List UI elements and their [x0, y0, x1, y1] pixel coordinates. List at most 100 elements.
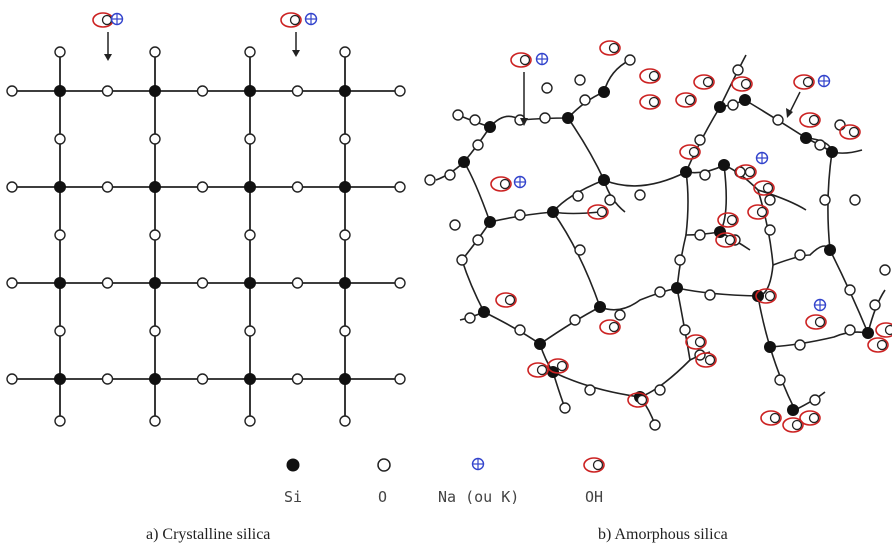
oxygen-atom	[624, 54, 636, 66]
oxygen-atom	[649, 419, 661, 431]
oxygen-atom	[54, 325, 66, 337]
oxygen-atom	[54, 46, 66, 58]
oxygen-atom	[244, 325, 256, 337]
hydroxyl-group	[867, 337, 889, 353]
silicon-atom	[54, 373, 66, 385]
oxygen-atom	[394, 85, 406, 97]
oxygen-atom	[291, 277, 304, 289]
oxygen-atom	[149, 415, 161, 427]
caption-amorphous-silica: b) Amorphous silica	[598, 526, 728, 543]
silicon-atom	[718, 159, 730, 171]
legend-na-label: Na (ou K)	[438, 488, 519, 506]
hydroxyl-group	[490, 176, 512, 192]
oxygen-atom	[149, 229, 161, 241]
silicon-atom	[671, 282, 683, 294]
legend-si-label: Si	[284, 488, 302, 506]
oxygen-atom	[6, 277, 18, 289]
oxygen-atom	[464, 312, 476, 324]
silicon-atom	[339, 181, 351, 193]
silicon-atom	[824, 244, 836, 256]
oxygen-atom	[6, 373, 18, 385]
hydroxyl-group	[599, 319, 621, 335]
oxygen-atom	[339, 229, 351, 241]
oxygen-atom	[101, 181, 114, 193]
oxygen-atom	[774, 374, 786, 386]
oxygen-atom	[449, 219, 461, 231]
oxygen-atom	[879, 264, 891, 276]
oxygen-atom	[844, 324, 856, 336]
oxygen-atom	[634, 189, 646, 201]
hydroxyl-group	[805, 314, 827, 330]
oxygen-atom	[424, 174, 436, 186]
oxygen-atom	[196, 85, 209, 97]
silicon-atom	[787, 404, 799, 416]
oxygen-atom	[472, 139, 484, 151]
hydroxyl-group	[799, 112, 821, 128]
hydroxyl-group	[527, 362, 549, 378]
oxygen-atom	[514, 209, 526, 221]
oxygen-atom	[101, 373, 114, 385]
caption-crystalline-silica: a) Crystalline silica	[146, 526, 271, 543]
oxygen-atom	[559, 402, 571, 414]
silicon-atom	[478, 306, 490, 318]
silicon-atom	[547, 206, 559, 218]
oxygen-atom	[654, 384, 666, 396]
oxygen-atom	[339, 133, 351, 145]
hydroxyl-group	[839, 124, 861, 140]
oxygen-atom	[291, 181, 304, 193]
oxygen-atom	[572, 190, 584, 202]
legend-o-symbol	[377, 458, 391, 472]
hydroxyl-group	[639, 68, 661, 84]
silicon-atom	[339, 373, 351, 385]
oxygen-atom	[101, 277, 114, 289]
oxygen-atom	[814, 139, 826, 151]
crystalline-incoming-ions	[92, 12, 318, 61]
legend-oh-label: OH	[585, 488, 603, 506]
oxygen-atom	[574, 244, 586, 256]
oxygen-atom	[339, 46, 351, 58]
silicon-atom	[598, 86, 610, 98]
oxygen-atom	[849, 194, 861, 206]
oxygen-atom	[149, 46, 161, 58]
silicon-atom	[244, 277, 256, 289]
oxygen-atom	[694, 134, 706, 146]
oxygen-atom	[394, 181, 406, 193]
oxygen-atom	[794, 249, 806, 261]
oxygen-atom	[244, 46, 256, 58]
silicon-atom	[149, 181, 161, 193]
oxygen-atom	[764, 194, 776, 206]
oxygen-atom	[244, 415, 256, 427]
oxygen-atom	[679, 324, 691, 336]
oxygen-atom	[339, 325, 351, 337]
amorphous-atoms	[424, 40, 892, 433]
hydroxyl-group	[747, 204, 769, 220]
legend-oh-symbol	[583, 457, 605, 473]
silicon-atom	[484, 121, 496, 133]
hydroxyl-group	[599, 40, 621, 56]
oxygen-atom	[794, 339, 806, 351]
silicon-atom	[598, 174, 610, 186]
oxygen-atom	[694, 229, 706, 241]
oxygen-atom	[809, 394, 821, 406]
hydroxyl-group	[679, 144, 701, 160]
oxygen-atom	[614, 309, 626, 321]
silicon-atom	[862, 327, 874, 339]
oxygen-atom	[394, 373, 406, 385]
silicon-atom	[54, 85, 66, 97]
silicon-atom	[149, 277, 161, 289]
hydroxyl-group	[675, 92, 697, 108]
oxygen-atom	[54, 415, 66, 427]
silicon-atom	[54, 277, 66, 289]
sodium-ion	[755, 151, 769, 165]
oxygen-atom	[514, 324, 526, 336]
oxygen-atom	[569, 314, 581, 326]
hydroxyl-group	[799, 410, 821, 426]
silicon-atom	[484, 216, 496, 228]
silicon-atom	[244, 373, 256, 385]
silicon-atom	[562, 112, 574, 124]
oxygen-atom	[339, 415, 351, 427]
silicon-atom	[594, 301, 606, 313]
oxygen-atom	[244, 133, 256, 145]
sodium-ion	[513, 175, 527, 189]
oxygen-atom	[452, 109, 464, 121]
